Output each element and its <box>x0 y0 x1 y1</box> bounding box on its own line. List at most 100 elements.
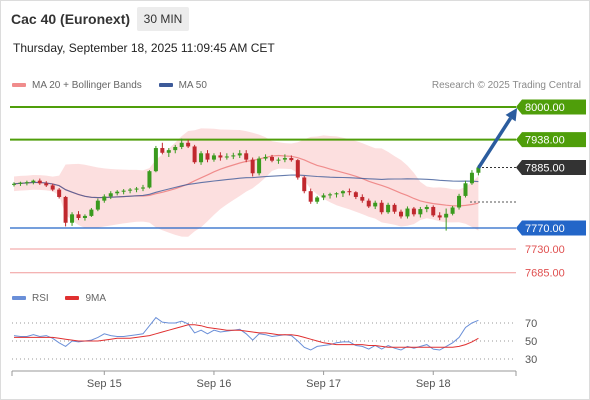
candle <box>431 205 436 217</box>
candle-body <box>418 209 423 215</box>
candle <box>295 159 300 180</box>
candle-body <box>244 153 249 160</box>
candle-body <box>450 207 455 214</box>
rsi-legend: RSI 9MA <box>12 293 120 304</box>
candle <box>386 202 391 214</box>
level-tag <box>516 160 586 175</box>
legend-label-ma50: MA 50 <box>178 80 207 91</box>
candle <box>199 151 204 165</box>
candle-body <box>444 213 449 218</box>
legend-item-9ma: 9MA <box>65 293 106 304</box>
candle-body <box>205 153 210 160</box>
candle <box>282 154 287 163</box>
candle <box>437 212 442 221</box>
candle <box>373 200 378 210</box>
candles-layer <box>12 138 481 231</box>
candle <box>469 170 474 185</box>
candle-body <box>250 159 255 174</box>
candle <box>418 206 423 218</box>
x-tick-label: Sep 16 <box>197 378 232 390</box>
candle-body <box>70 214 75 223</box>
copyright: Research © 2025 Trading Central <box>431 80 581 91</box>
candle-body <box>289 158 294 161</box>
candle-body <box>231 155 236 157</box>
legend-label-9ma: 9MA <box>85 293 107 304</box>
candle <box>128 188 133 194</box>
candle <box>121 189 126 195</box>
candle-body <box>128 189 133 191</box>
candle-body <box>276 159 281 161</box>
legend-item-rsi: RSI <box>12 293 49 304</box>
candle-body <box>179 142 184 147</box>
candle <box>360 194 365 203</box>
candle <box>211 153 216 162</box>
interval-button[interactable]: 30 MIN <box>137 7 189 31</box>
level-value: 7770.00 <box>525 223 565 235</box>
legend-swatch-9ma <box>65 296 80 301</box>
candle <box>166 148 171 157</box>
candle-body <box>476 167 481 173</box>
candle-body <box>321 195 326 198</box>
level-tag <box>516 220 586 236</box>
level-tag <box>516 132 586 148</box>
candle-body <box>121 190 126 192</box>
level-tag <box>516 99 586 115</box>
candle-body <box>89 209 94 216</box>
candle <box>289 155 294 162</box>
candle <box>257 156 262 176</box>
candle-body <box>347 191 352 193</box>
candle <box>250 157 255 177</box>
candle <box>95 198 100 212</box>
candle <box>63 195 68 227</box>
candle-body <box>386 204 391 213</box>
candle <box>179 138 184 150</box>
level-value: 8000.00 <box>525 102 565 114</box>
candle <box>12 182 16 187</box>
candle <box>302 175 307 194</box>
candle <box>424 204 429 213</box>
rsi-tick-70: 70 <box>525 318 537 330</box>
level-value: 7885.00 <box>525 163 565 175</box>
candle-body <box>270 156 274 161</box>
candle <box>334 192 339 198</box>
candle-body <box>360 196 365 201</box>
candle-body <box>134 188 139 190</box>
candle <box>134 186 139 193</box>
candle <box>463 180 468 198</box>
candle-body <box>308 191 313 202</box>
price-legend: MA 20 + Bollinger Bands MA 50 <box>12 80 221 91</box>
candle <box>366 198 371 209</box>
level-label-7770.00: 7770.00 <box>516 220 586 236</box>
candle <box>18 181 23 186</box>
candle <box>340 190 345 197</box>
candle-body <box>257 158 262 174</box>
candle <box>411 206 416 217</box>
candle-body <box>224 156 229 158</box>
candle-body <box>237 153 242 156</box>
candle-body <box>353 192 358 197</box>
x-axis: Sep 15 Sep 16 Sep 17 Sep 18 <box>11 370 517 390</box>
candle-body <box>263 156 268 159</box>
candle-body <box>199 153 204 163</box>
candle <box>76 211 81 221</box>
candle-body <box>405 208 410 217</box>
candle-body <box>295 160 300 178</box>
x-tick-label: Sep 15 <box>87 378 122 390</box>
candle-body <box>63 196 68 223</box>
candle-body <box>315 197 320 202</box>
candle <box>263 154 268 161</box>
target-arrow-head <box>505 108 518 122</box>
candle-body <box>24 182 29 184</box>
candle <box>89 208 94 217</box>
candle-body <box>411 208 416 215</box>
candle <box>308 188 313 204</box>
rsi-9ma-line <box>14 324 479 348</box>
candle-body <box>115 191 120 194</box>
candle-body <box>147 171 152 188</box>
candle <box>270 154 274 163</box>
candle <box>102 194 107 203</box>
candle <box>205 150 210 163</box>
candle-body <box>18 182 23 184</box>
candle-body <box>437 215 442 218</box>
